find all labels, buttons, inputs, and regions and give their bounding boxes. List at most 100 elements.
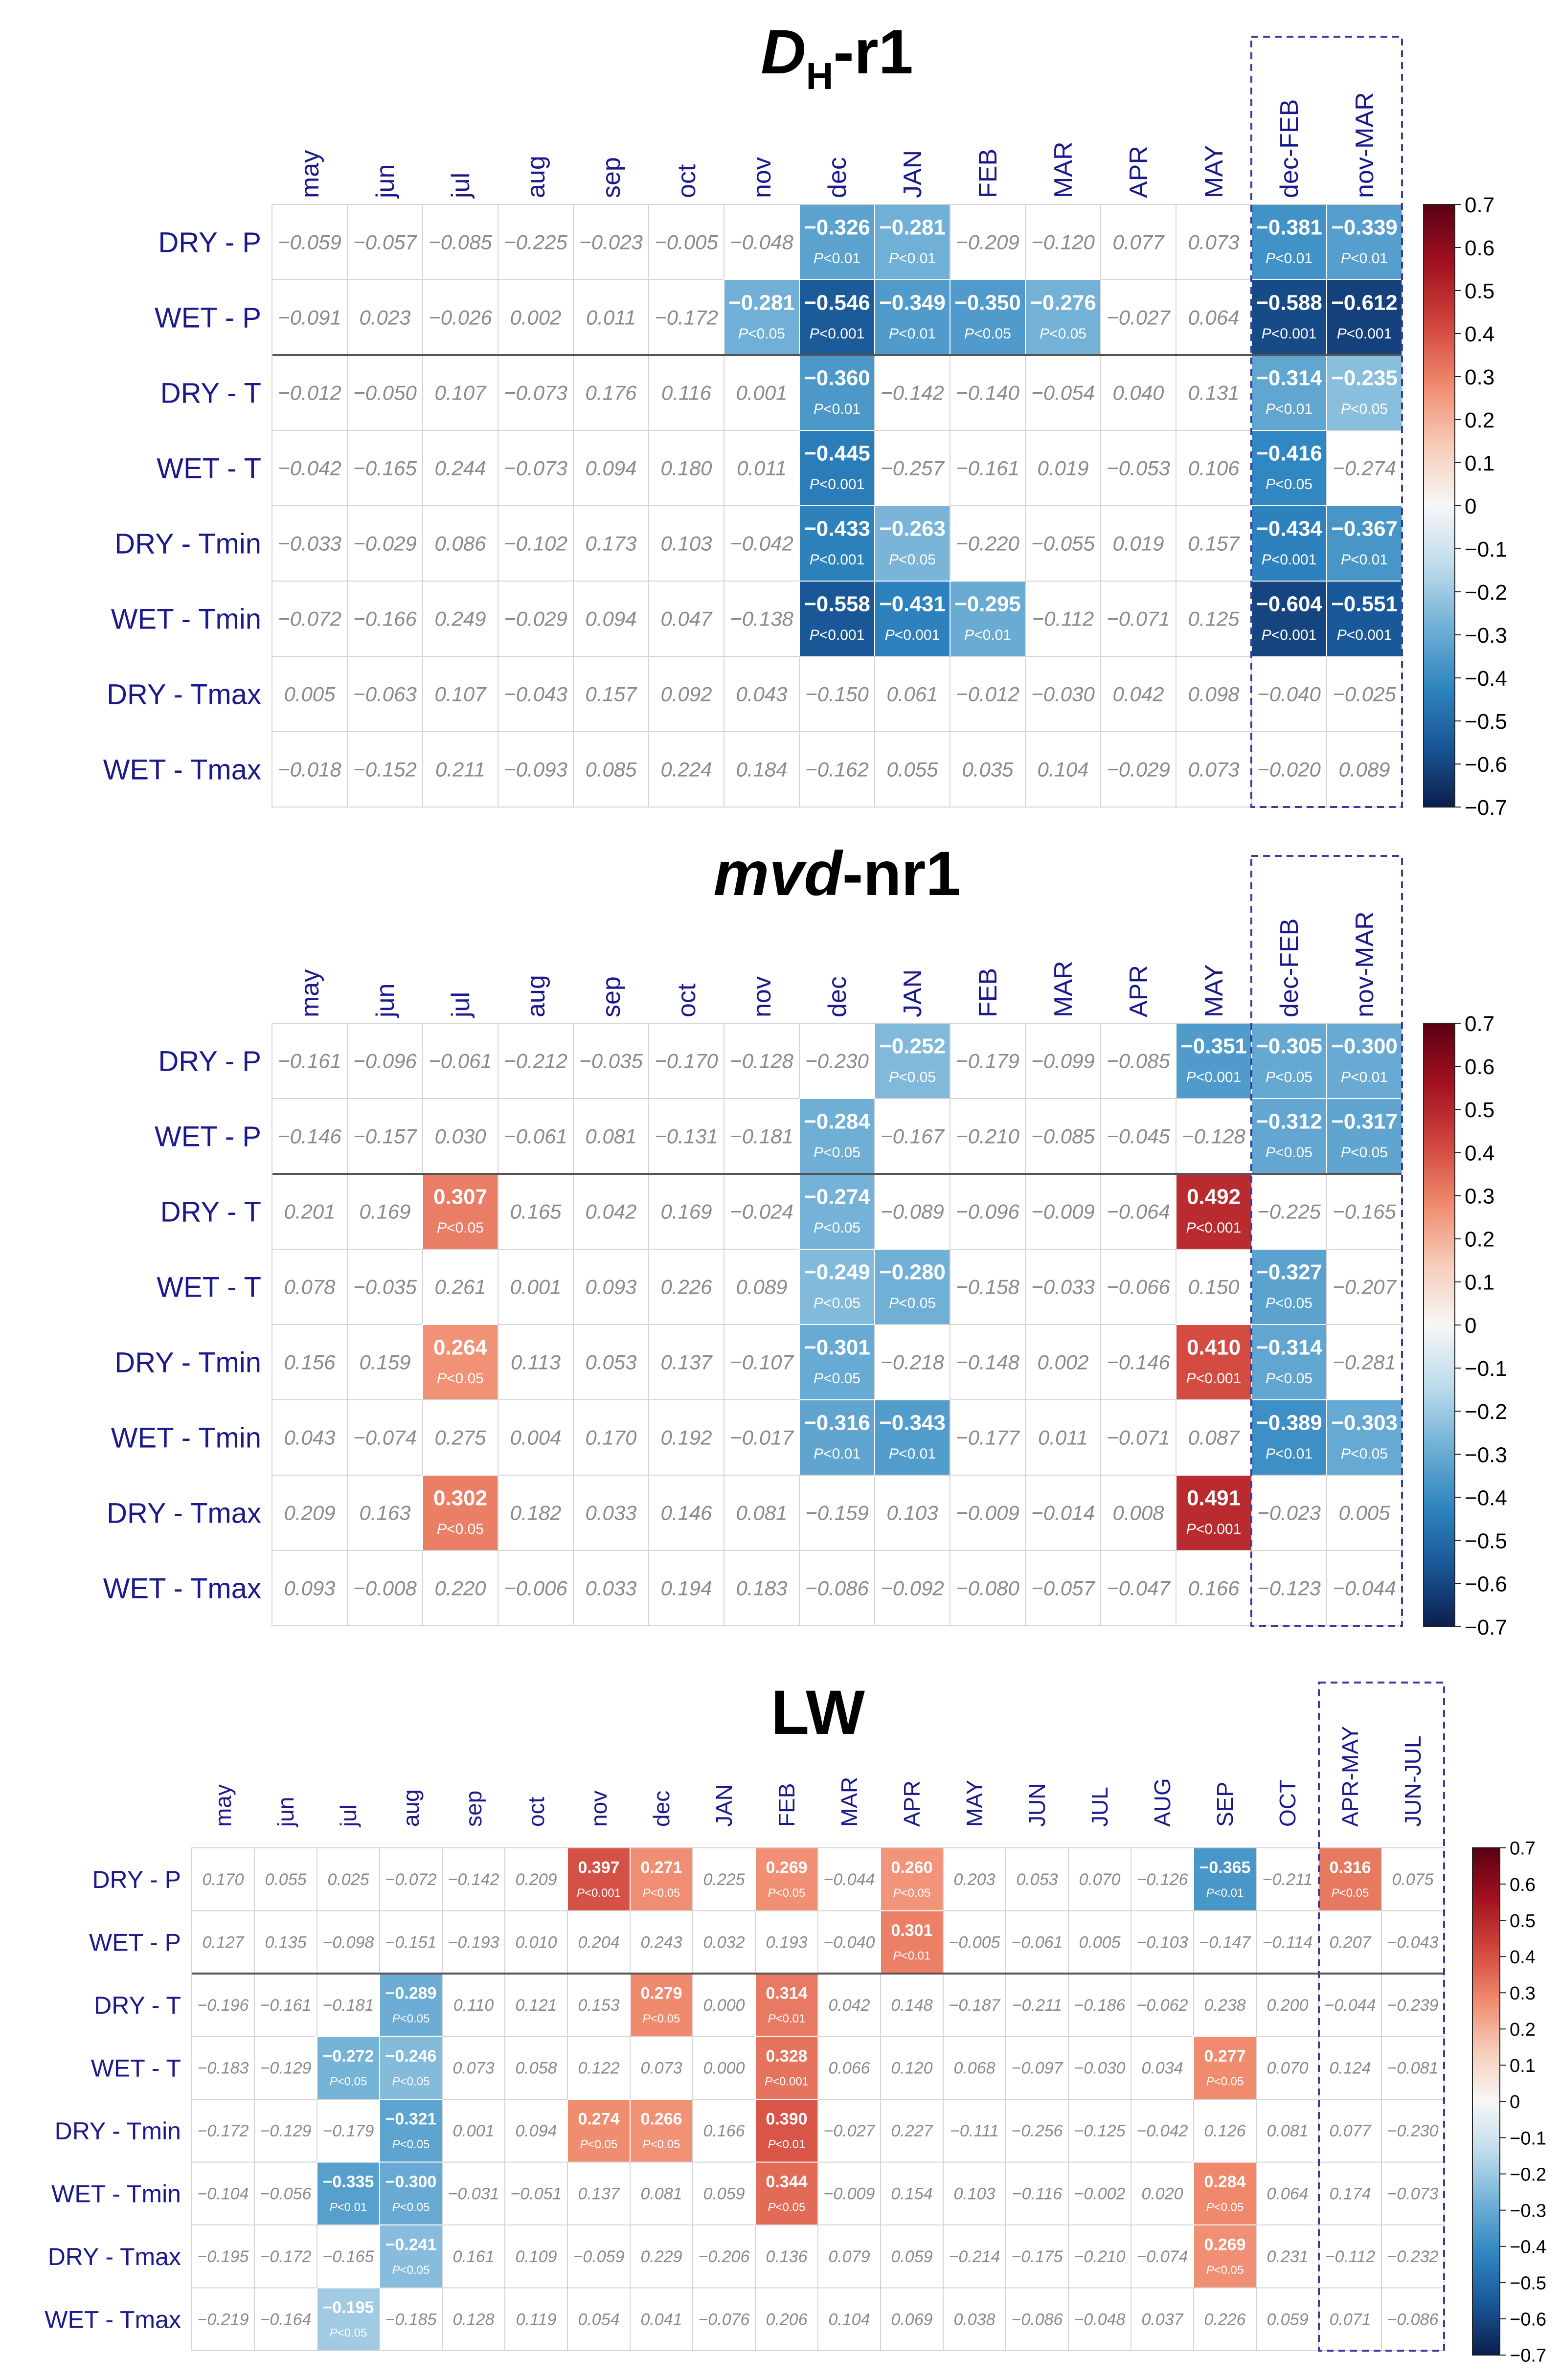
heatmap-cell xyxy=(799,1550,875,1626)
heatmap-cell xyxy=(648,1098,724,1174)
heatmap-cell xyxy=(1256,2099,1319,2163)
heatmap-cell xyxy=(1318,2161,1382,2225)
heatmap-cell xyxy=(874,505,950,582)
heatmap-cell xyxy=(1176,1475,1252,1551)
cell-value: −0.317 xyxy=(1331,1110,1398,1134)
cell-value: −0.148 xyxy=(956,1351,1019,1374)
heatmap-cell xyxy=(799,505,875,582)
heatmap-cell xyxy=(504,2287,568,2351)
cell-value: 0.269 xyxy=(1204,2235,1245,2254)
cell-value: −0.165 xyxy=(323,2247,374,2266)
colorbar xyxy=(1472,1847,1500,2356)
cell-value: −0.086 xyxy=(1012,2311,1063,2329)
cell-p-value: P<0.05 xyxy=(1206,2264,1244,2277)
cell-value: 0.231 xyxy=(1267,2247,1308,2266)
heatmap-cell xyxy=(950,1475,1026,1551)
heatmap-cell xyxy=(271,430,348,506)
cell-value: −0.098 xyxy=(323,1933,374,1952)
heatmap-cell xyxy=(1193,1847,1257,1911)
heatmap-cell xyxy=(573,1249,649,1325)
heatmap-cell xyxy=(950,1098,1026,1174)
heatmap-cell xyxy=(271,505,348,582)
colorbar-tick-label: −0.5 xyxy=(1510,2273,1546,2294)
row-label-dry-tmax: DRY - Tmax xyxy=(48,2243,181,2270)
cell-value: −0.012 xyxy=(278,382,341,404)
row-label-dry-p: DRY - P xyxy=(158,1045,261,1077)
heatmap-cell xyxy=(573,1023,649,1099)
column-header-nov-mar: nov-MAR xyxy=(1351,92,1379,198)
column-header-jun: jun xyxy=(371,984,400,1018)
cell-value: 0.002 xyxy=(510,306,561,329)
cell-value: −0.066 xyxy=(1107,1276,1170,1299)
heatmap-cell xyxy=(817,1973,881,2037)
heatmap-cell xyxy=(1100,1173,1176,1250)
cell-value: 0.043 xyxy=(736,683,787,706)
cell-p-value: P<0.05 xyxy=(964,326,1011,342)
row-label-dry-tmax: DRY - Tmax xyxy=(107,1497,261,1529)
cell-p-value: P<0.05 xyxy=(392,2012,430,2025)
colorbar-tick-label: 0 xyxy=(1465,494,1476,518)
heatmap-cell xyxy=(1326,1173,1403,1250)
heatmap-cell xyxy=(1251,731,1327,808)
heatmap-cell xyxy=(317,1973,380,2037)
heatmap-cell xyxy=(724,1550,800,1626)
heatmap-cell xyxy=(573,279,649,356)
cell-value: −0.112 xyxy=(1325,2247,1376,2266)
colorbar-tick-label: 0.7 xyxy=(1465,193,1494,217)
row-label-wet-p: WET - P xyxy=(155,302,261,334)
cell-value: −0.006 xyxy=(504,1577,567,1600)
heatmap-cell xyxy=(1025,1023,1101,1099)
column-header-oct: OCT xyxy=(1275,1779,1300,1827)
cell-value: −0.256 xyxy=(1012,2122,1063,2140)
colorbar-tick-label: 0 xyxy=(1465,1314,1476,1338)
column-header-dec-feb: dec-FEB xyxy=(1275,99,1304,198)
cell-p-value: P<0.05 xyxy=(643,2138,680,2151)
cell-value: 0.227 xyxy=(891,2122,933,2140)
cell-value: −0.365 xyxy=(1199,1858,1251,1877)
cell-value: 0.274 xyxy=(578,2110,619,2128)
cell-value: −0.042 xyxy=(730,532,793,555)
heatmap-cell xyxy=(724,279,800,356)
cell-value: 0.075 xyxy=(1392,1870,1433,1889)
cell-value: 0.207 xyxy=(1329,1933,1371,1952)
heatmap-cell xyxy=(498,1399,574,1476)
heatmap-cell xyxy=(1025,1098,1101,1174)
cell-value: −0.146 xyxy=(278,1125,341,1148)
heatmap-cell xyxy=(422,731,498,808)
heatmap-cell xyxy=(504,2224,568,2289)
cell-value: −0.030 xyxy=(1031,683,1095,706)
cell-value: 0.136 xyxy=(766,2247,807,2266)
cell-value: −0.050 xyxy=(353,382,417,404)
cell-value: −0.179 xyxy=(323,2122,374,2140)
heatmap-cell xyxy=(567,2224,631,2289)
heatmap-cell xyxy=(573,355,649,431)
heatmap-cell xyxy=(724,1098,800,1174)
cell-value: −0.029 xyxy=(504,607,567,630)
cell-value: 0.316 xyxy=(1329,1858,1371,1877)
cell-p-value: P<0.01 xyxy=(814,1446,860,1462)
heatmap-cell xyxy=(1193,2161,1257,2225)
cell-value: 0.073 xyxy=(452,2059,494,2078)
cell-value: 0.120 xyxy=(891,2059,932,2078)
heatmap-cell xyxy=(1326,1399,1403,1476)
cell-value: 0.206 xyxy=(766,2311,807,2329)
cell-value: 0.275 xyxy=(434,1426,486,1449)
heatmap-cell xyxy=(498,656,574,732)
cell-value: 0.244 xyxy=(434,457,486,480)
cell-value: −0.099 xyxy=(1031,1050,1095,1073)
heatmap-cell xyxy=(648,656,724,732)
colorbar-tick-label: 0.2 xyxy=(1510,2020,1536,2040)
cell-value: −0.316 xyxy=(804,1411,870,1435)
heatmap-cell xyxy=(724,656,800,732)
cell-value: −0.151 xyxy=(385,1933,437,1952)
cell-value: 0.173 xyxy=(585,532,636,555)
heatmap-cell xyxy=(573,1324,649,1400)
colorbar-tick-label: 0.3 xyxy=(1465,365,1494,389)
heatmap-cell xyxy=(1251,430,1327,506)
cell-value: −0.150 xyxy=(805,683,869,706)
row-label-dry-t: DRY - T xyxy=(160,377,261,409)
colorbar-tick-label: 0.6 xyxy=(1510,1875,1536,1895)
cell-value: −0.140 xyxy=(956,382,1019,404)
cell-value: −0.343 xyxy=(879,1411,946,1435)
